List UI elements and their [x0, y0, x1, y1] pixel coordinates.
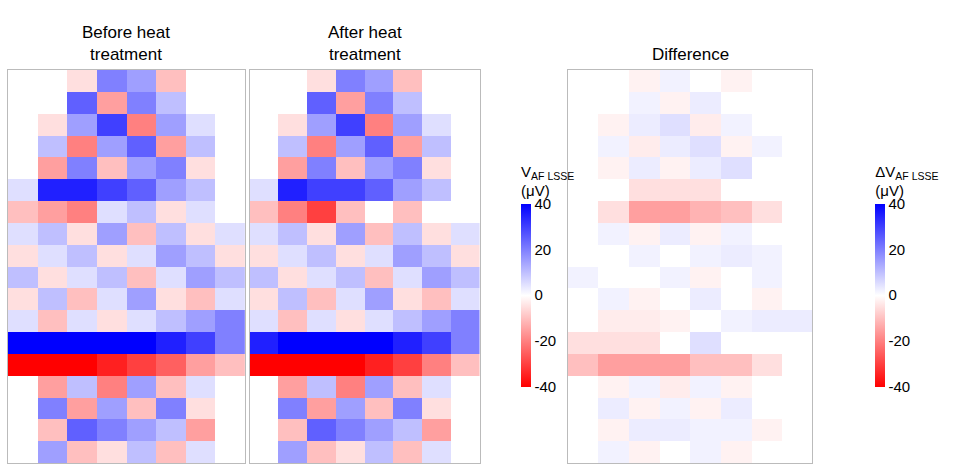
svg-text:20: 20	[889, 241, 906, 258]
svg-text:-40: -40	[889, 378, 911, 395]
svg-text:Difference: Difference	[652, 45, 729, 64]
svg-text:0: 0	[889, 286, 897, 303]
svg-text:40: 40	[535, 195, 552, 212]
svg-text:0: 0	[535, 286, 543, 303]
svg-text:-40: -40	[535, 378, 557, 395]
svg-text:After heattreatment: After heattreatment	[328, 23, 402, 64]
svg-text:ΔV​AF LSSE​(μV): ΔV​AF LSSE​(μV)	[875, 163, 938, 200]
svg-text:-20: -20	[535, 332, 557, 349]
svg-text:Before heattreatment: Before heattreatment	[82, 23, 170, 64]
svg-text:V​AF LSSE​(μV): V​AF LSSE​(μV)	[521, 163, 574, 200]
svg-text:-20: -20	[889, 332, 911, 349]
svg-text:40: 40	[889, 195, 906, 212]
svg-text:20: 20	[535, 241, 552, 258]
